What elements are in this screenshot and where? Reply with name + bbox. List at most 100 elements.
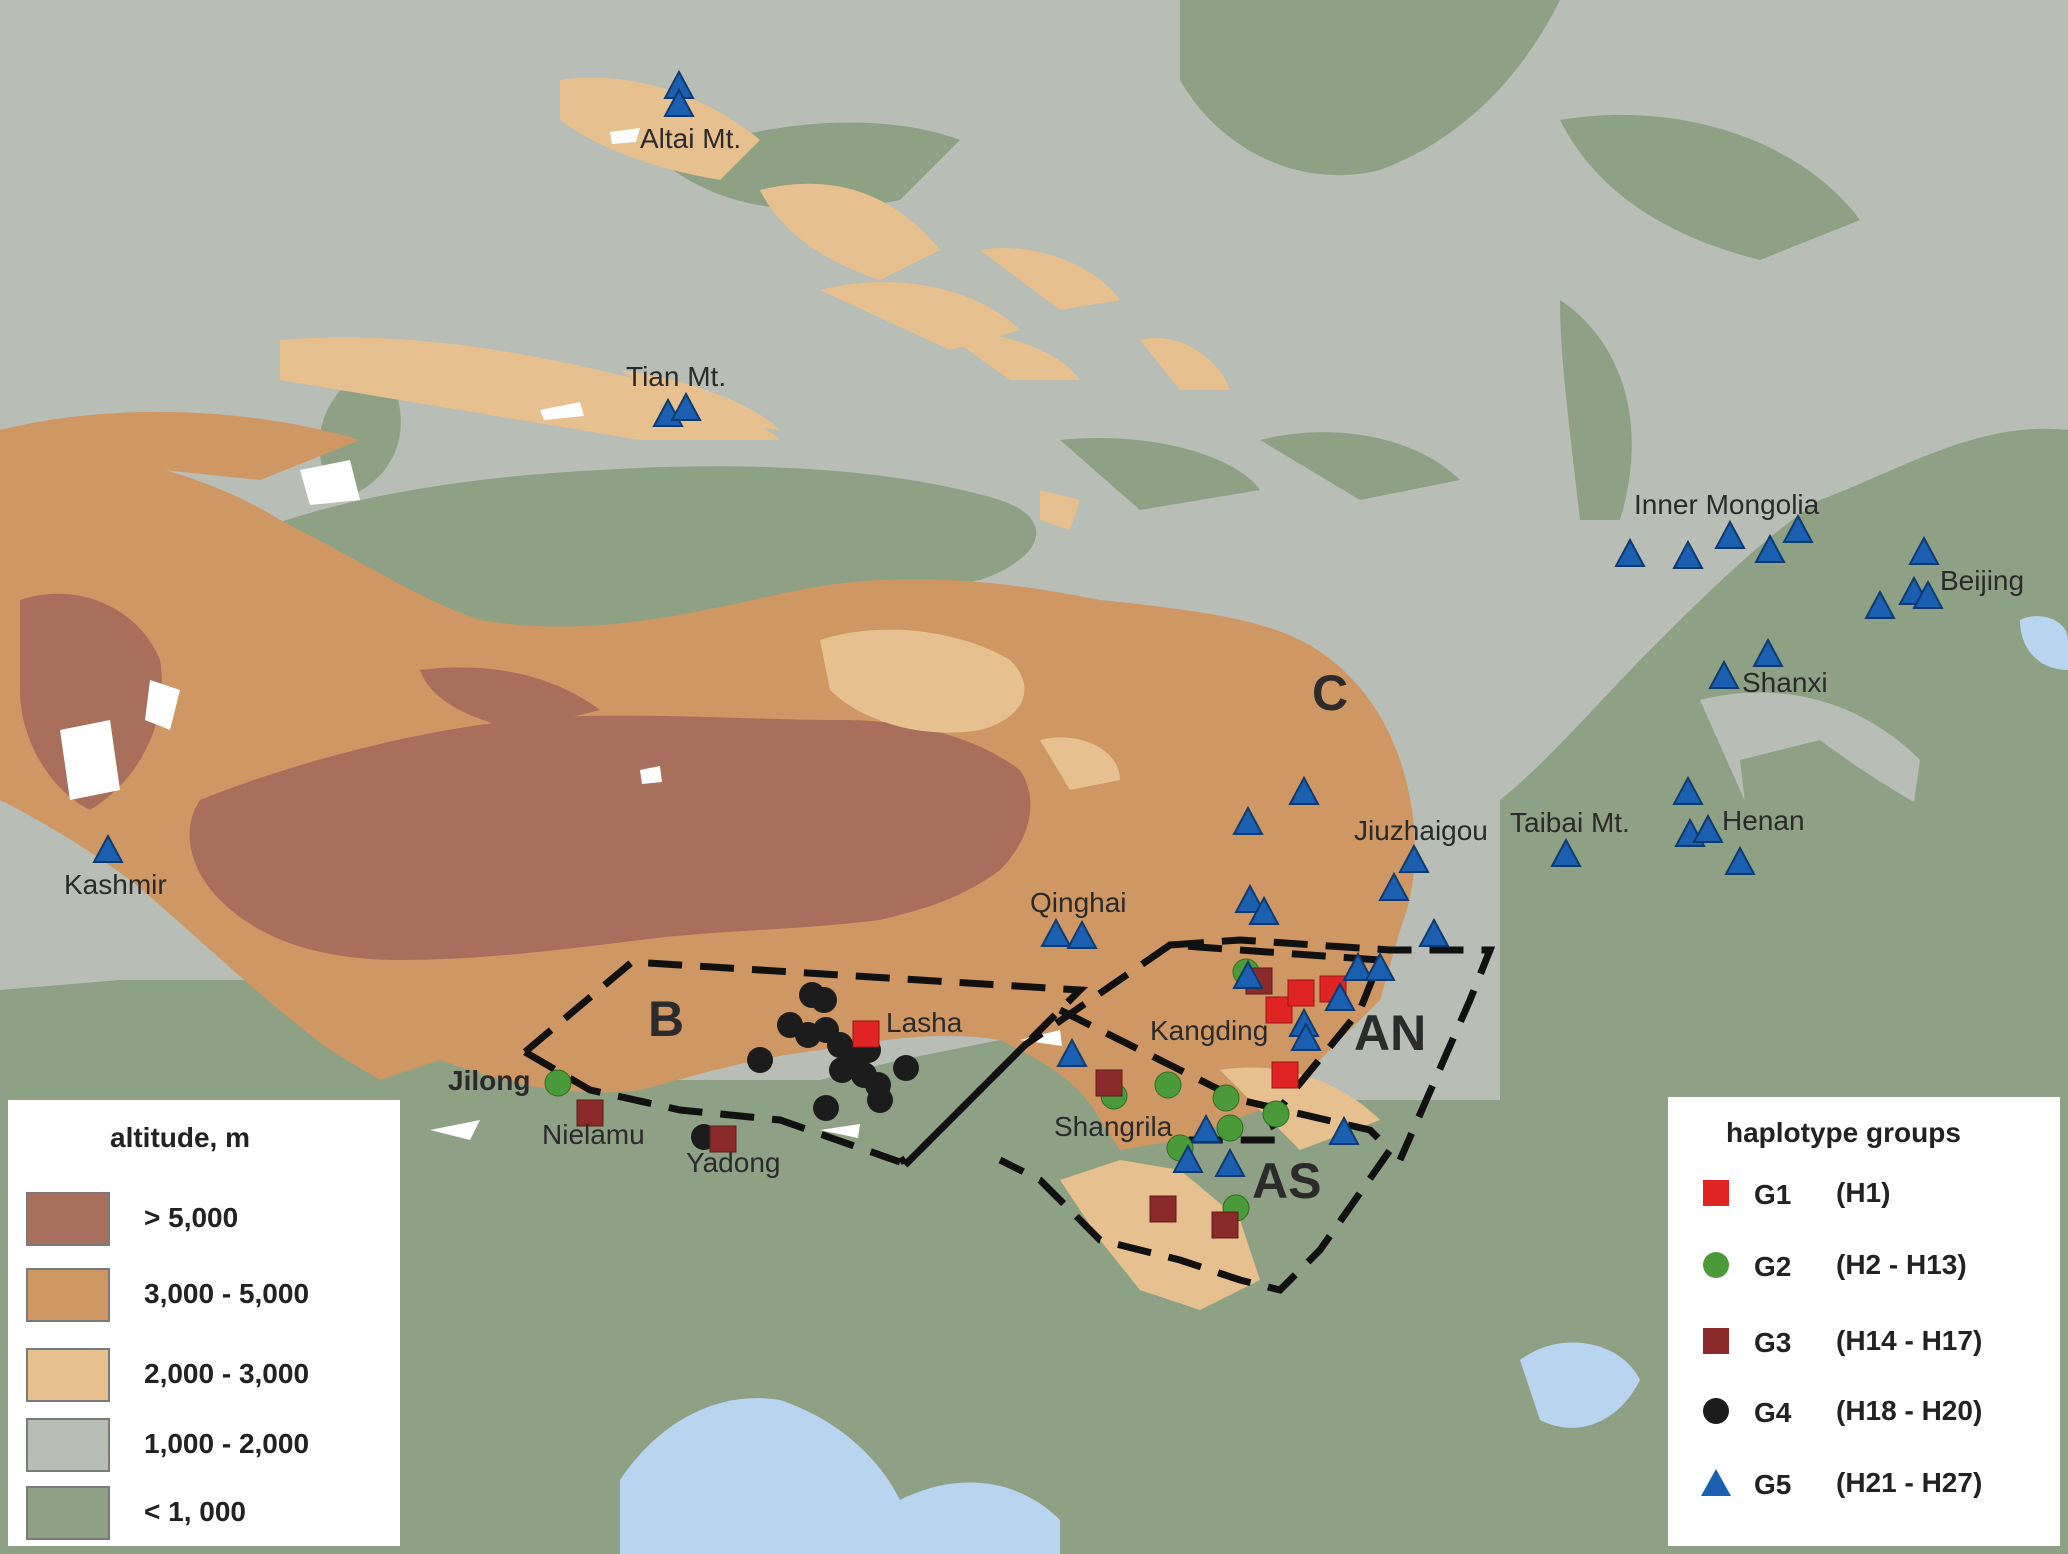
label-nielamu: Nielamu: [542, 1119, 645, 1150]
g5-site: [92, 833, 124, 863]
altitude-label: > 5,000: [144, 1202, 239, 1233]
g5-site: [1912, 579, 1944, 609]
altitude-legend-item: 1,000 - 2,000: [20, 1418, 390, 1478]
g5-site: [1908, 535, 1940, 565]
g5-site: [1782, 513, 1814, 543]
haplotype-group-name: G3: [1754, 1327, 1792, 1358]
g5-site: [1708, 659, 1740, 689]
haplotype-legend-item: G5 (H21 - H27): [1698, 1461, 2048, 1511]
g3-site: [1149, 1195, 1177, 1223]
g5-site: [1214, 1147, 1246, 1177]
g2-site: [1212, 1084, 1240, 1112]
circle-shape: [1703, 1398, 1729, 1424]
haplotype-group-range: (H2 - H13): [1836, 1249, 1967, 1280]
g5-site: [1328, 1115, 1360, 1145]
g5-site: [1190, 1113, 1222, 1143]
label-yadong: Yadong: [686, 1147, 780, 1178]
g4-site: [813, 1095, 839, 1121]
region-label-an: AN: [1354, 1005, 1426, 1061]
haplotype-group-range: (H21 - H27): [1836, 1467, 1983, 1498]
water-bodies: [620, 616, 2068, 1554]
haplotype-group-name: G1: [1754, 1179, 1792, 1210]
altitude-legend-title: altitude, m: [110, 1122, 251, 1153]
label-tian: Tian Mt.: [626, 361, 726, 392]
label-shangrila: Shangrila: [1054, 1111, 1173, 1142]
g5-site: [1714, 519, 1746, 549]
g5-site: [1248, 895, 1280, 925]
g3-site: [1095, 1069, 1123, 1097]
g3-sites: [576, 967, 1273, 1239]
g2-site: [1154, 1071, 1182, 1099]
label-shanxi: Shanxi: [1742, 667, 1828, 698]
g5-site: [1172, 1143, 1204, 1173]
altitude-label: 3,000 - 5,000: [144, 1278, 310, 1309]
g5-site: [1066, 919, 1098, 949]
g5-site: [1692, 813, 1724, 843]
altitude-legend-item: < 1, 000: [20, 1486, 390, 1546]
altitude-swatch: [26, 1348, 110, 1402]
g5-site: [1288, 775, 1320, 805]
square-shape: [1703, 1328, 1729, 1354]
altitude-legend-item: 2,000 - 3,000: [20, 1348, 390, 1408]
haplotype-legend-item: G1 (H1): [1698, 1171, 2048, 1221]
g5-site: [1378, 871, 1410, 901]
region-b-lower: [523, 1048, 902, 1166]
g5-site: [1232, 959, 1264, 989]
g5-site: [1754, 533, 1786, 563]
g5-site: [1672, 539, 1704, 569]
haplotype-legend-item: G3 (H14 - H17): [1698, 1319, 2048, 1369]
glacier-patches: [60, 128, 1062, 1140]
haplotype-legend-item: G2 (H2 - H13): [1698, 1243, 2048, 1293]
g3-site: [576, 1099, 604, 1127]
g5-site: [1040, 917, 1072, 947]
altitude-legend: altitude, m > 5,000 3,000 - 5,000 2,000 - …: [8, 1100, 400, 1546]
region-as-outline: [902, 941, 1386, 1168]
haplotype-group-range: (H14 - H17): [1836, 1325, 1983, 1356]
region-b-outline: [522, 958, 1088, 1166]
haplotype-group-range: (H1): [1836, 1177, 1891, 1208]
altitude-swatch: [26, 1268, 110, 1322]
g5-site: [1324, 981, 1356, 1011]
g3-site: [709, 1125, 737, 1153]
altitude-label: < 1, 000: [144, 1496, 246, 1527]
region-label-c: C: [1312, 665, 1348, 721]
square-marker-icon: [1703, 1328, 1729, 1354]
g5-site: [1290, 1021, 1322, 1051]
label-henan: Henan: [1722, 805, 1805, 836]
haplotype-group-name: G2: [1754, 1251, 1792, 1282]
region-an-outline: [1169, 936, 1496, 1162]
haplotype-legend: haplotype groups G1 (H1) G2 (H2 - H13) G3 (H1…: [1668, 1097, 2060, 1546]
g1-site: [1287, 979, 1315, 1007]
square-shape: [1703, 1180, 1729, 1206]
label-taibai: Taibai Mt.: [1510, 807, 1630, 838]
g2-site: [1262, 1100, 1290, 1128]
circle-shape: [1703, 1252, 1729, 1278]
region-label-b: B: [648, 991, 684, 1047]
region-label-as: AS: [1252, 1153, 1321, 1209]
altitude-legend-item: > 5,000: [20, 1192, 390, 1252]
altitude-swatch: [26, 1486, 110, 1540]
haplotype-group-range: (H18 - H20): [1836, 1395, 1983, 1426]
g4-site: [811, 987, 837, 1013]
g1-site: [852, 1020, 880, 1048]
g5-site: [1418, 917, 1450, 947]
altitude-label: 2,000 - 3,000: [144, 1358, 310, 1389]
g5-site: [1864, 589, 1896, 619]
g5-site: [670, 391, 702, 421]
g5-sites: [92, 69, 1944, 1177]
circle-marker-icon: [1703, 1398, 1729, 1424]
triangle-shape: [1701, 1469, 1731, 1496]
elevation-above-5000: [20, 593, 1031, 960]
label-lasha: Lasha: [886, 1007, 963, 1038]
g5-site: [1398, 843, 1430, 873]
g4-site: [747, 1047, 773, 1073]
label-jiuzhaigou: Jiuzhaigou: [1354, 815, 1488, 846]
g4-site: [867, 1087, 893, 1113]
haplotype-group-name: G5: [1754, 1469, 1792, 1500]
label-inner-mongolia: Inner Mongolia: [1634, 489, 1820, 520]
circle-marker-icon: [1703, 1252, 1729, 1278]
haplotype-legend-item: G4 (H18 - H20): [1698, 1389, 2048, 1439]
g5-site: [1614, 537, 1646, 567]
g1-site: [1271, 1061, 1299, 1089]
